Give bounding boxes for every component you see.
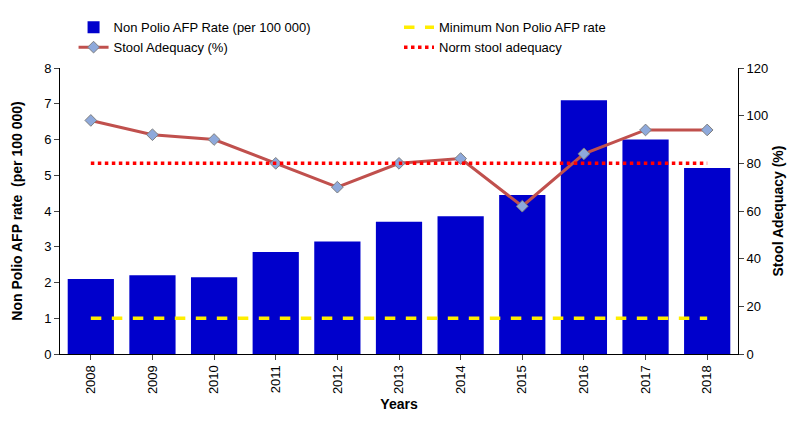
svg-text:60: 60 (747, 204, 761, 219)
svg-text:20: 20 (747, 299, 761, 314)
svg-text:Norm stool adequacy: Norm stool adequacy (439, 40, 562, 55)
svg-text:2018: 2018 (699, 365, 714, 394)
svg-text:2008: 2008 (83, 365, 98, 394)
svg-text:40: 40 (747, 251, 761, 266)
svg-text:2015: 2015 (514, 365, 529, 394)
svg-text:2012: 2012 (330, 365, 345, 394)
svg-text:7: 7 (44, 96, 51, 111)
svg-text:3: 3 (44, 239, 51, 254)
svg-text:Stool Adequacy (%): Stool Adequacy (%) (770, 146, 786, 277)
svg-text:100: 100 (747, 108, 769, 123)
svg-text:2: 2 (44, 275, 51, 290)
svg-text:2016: 2016 (576, 365, 591, 394)
svg-text:2017: 2017 (638, 365, 653, 394)
svg-text:Non Polio AFP rate (per 100 0: Non Polio AFP rate (per 100 000) (9, 101, 25, 320)
svg-text:2013: 2013 (391, 365, 406, 394)
svg-text:4: 4 (44, 204, 51, 219)
svg-text:Non Polio AFP Rate (per 100 00: Non Polio AFP Rate (per 100 000) (114, 20, 311, 35)
svg-text:0: 0 (44, 347, 51, 362)
svg-text:8: 8 (44, 61, 51, 76)
svg-text:Years: Years (380, 396, 418, 412)
svg-text:1: 1 (44, 311, 51, 326)
svg-text:6: 6 (44, 132, 51, 147)
svg-text:2014: 2014 (453, 365, 468, 394)
svg-text:80: 80 (747, 156, 761, 171)
svg-text:2009: 2009 (145, 365, 160, 394)
svg-text:0: 0 (747, 347, 754, 362)
svg-text:2011: 2011 (268, 365, 283, 393)
svg-text:Stool Adequacy (%): Stool Adequacy (%) (114, 40, 228, 55)
svg-text:120: 120 (747, 61, 769, 76)
svg-text:5: 5 (44, 168, 51, 183)
svg-text:Minimum Non Polio AFP rate: Minimum Non Polio AFP rate (439, 20, 606, 35)
svg-text:2010: 2010 (206, 365, 221, 394)
